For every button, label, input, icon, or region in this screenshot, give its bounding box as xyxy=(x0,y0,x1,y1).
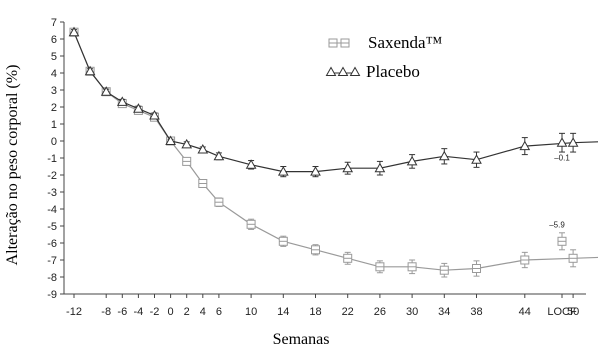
y-tick-label: 1 xyxy=(51,119,57,131)
data-label: –5.9 xyxy=(549,220,565,229)
placebo-point xyxy=(277,166,289,176)
x-tick-label: 0 xyxy=(168,306,174,318)
placebo-point xyxy=(310,166,321,176)
x-tick-label: 18 xyxy=(309,306,321,318)
x-tick-label: 6 xyxy=(216,306,222,318)
legend-saxenda-marker xyxy=(328,38,350,48)
saxenda-point xyxy=(343,253,353,263)
placebo-point xyxy=(165,135,176,145)
y-axis-ticks: 7 6 5 4 3 2 1 0 -1 -2 -3 -4 -5 -6 -7 -8 -9 xyxy=(47,17,64,301)
legend-marker-square xyxy=(340,38,350,48)
legend-placebo-marker xyxy=(325,66,361,76)
saxenda-point xyxy=(182,156,192,166)
placebo-point xyxy=(181,138,193,149)
y-tick-label: 0 xyxy=(51,136,57,148)
placebo-point xyxy=(406,155,418,166)
x-tick-label: -8 xyxy=(101,306,111,318)
x-axis-ticks: -12-8-6-4-202461014182226303438445056LOC… xyxy=(66,294,579,318)
x-tick-label: -4 xyxy=(134,306,144,318)
placebo-point xyxy=(197,143,209,154)
placebo-point xyxy=(567,137,579,147)
legend-marker-square xyxy=(328,38,338,48)
placebo-point xyxy=(84,65,96,76)
saxenda-point xyxy=(375,262,385,272)
saxenda-point xyxy=(198,179,208,188)
data-label: –0.1 xyxy=(554,154,570,163)
legend-marker-triangle xyxy=(325,66,337,76)
x-tick-label: 26 xyxy=(374,306,386,318)
y-tick-label: 2 xyxy=(51,102,57,114)
y-tick-label: -1 xyxy=(47,153,57,165)
y-tick-label: 6 xyxy=(51,34,57,46)
y-tick-label: -3 xyxy=(47,187,57,199)
placebo-point xyxy=(116,96,128,106)
placebo-point xyxy=(519,140,531,151)
y-tick-label: 4 xyxy=(51,68,57,80)
x-axis-title: Semanas xyxy=(273,331,330,348)
saxenda-point xyxy=(407,262,417,272)
saxenda-line xyxy=(73,31,598,271)
x-tick-label: 34 xyxy=(438,306,450,318)
x-tick-label: 44 xyxy=(519,306,531,318)
y-axis-title: Alteração no peso corporal (%) xyxy=(4,65,21,266)
saxenda-point xyxy=(439,265,449,275)
y-tick-label: 3 xyxy=(51,85,57,97)
placebo-point xyxy=(245,159,257,169)
x-tick-label: 22 xyxy=(342,306,354,318)
y-tick-label: -5 xyxy=(47,221,57,233)
placebo-point xyxy=(374,162,386,173)
legend-marker-triangle xyxy=(337,66,349,76)
legend-placebo-label: Placebo xyxy=(366,62,420,81)
x-tick-label: LOCF xyxy=(547,306,577,318)
y-tick-label: -8 xyxy=(47,272,57,284)
legend-saxenda-label: Saxenda™ xyxy=(368,33,442,52)
legend-marker-triangle xyxy=(349,66,361,76)
x-tick-label: -6 xyxy=(117,306,127,318)
placebo-point xyxy=(133,103,144,113)
y-tick-label: -2 xyxy=(47,170,57,182)
saxenda-point xyxy=(278,236,288,246)
x-tick-label: 38 xyxy=(470,306,482,318)
saxenda-point xyxy=(472,264,481,273)
x-tick-label: 30 xyxy=(406,306,418,318)
saxenda-point xyxy=(557,236,567,246)
y-tick-label: -7 xyxy=(47,255,57,267)
placebo-point xyxy=(149,109,160,120)
saxenda-point xyxy=(311,245,320,255)
x-tick-label: 50 xyxy=(567,306,579,318)
data-labels: 0.0–0.1–5.9–6.8 xyxy=(549,154,570,230)
saxenda-point xyxy=(568,253,578,263)
y-tick-label: -9 xyxy=(47,289,57,301)
x-tick-label: -2 xyxy=(150,306,160,318)
x-tick-label: 4 xyxy=(200,306,206,318)
placebo-point xyxy=(438,150,450,161)
x-tick-label: 14 xyxy=(277,306,289,318)
saxenda-point xyxy=(520,255,530,265)
placebo-point xyxy=(342,162,354,173)
x-tick-label: 10 xyxy=(245,306,257,318)
x-tick-label: 2 xyxy=(184,306,190,318)
x-tick-label: -12 xyxy=(66,306,82,318)
legend: Saxenda™ Placebo xyxy=(325,33,442,81)
series-layer xyxy=(68,26,598,278)
y-tick-label: -6 xyxy=(47,238,57,250)
saxenda-point xyxy=(214,197,224,207)
saxenda-series xyxy=(69,27,598,278)
y-tick-label: -4 xyxy=(47,204,57,216)
y-tick-label: 5 xyxy=(51,51,57,63)
placebo-point xyxy=(556,137,568,147)
saxenda-point xyxy=(246,219,256,229)
placebo-point xyxy=(100,86,112,96)
placebo-line xyxy=(73,31,598,173)
placebo-point xyxy=(68,26,80,37)
placebo-point xyxy=(213,150,225,161)
placebo-point xyxy=(471,154,482,164)
placebo-series xyxy=(68,26,598,178)
y-tick-label: 7 xyxy=(51,17,57,29)
